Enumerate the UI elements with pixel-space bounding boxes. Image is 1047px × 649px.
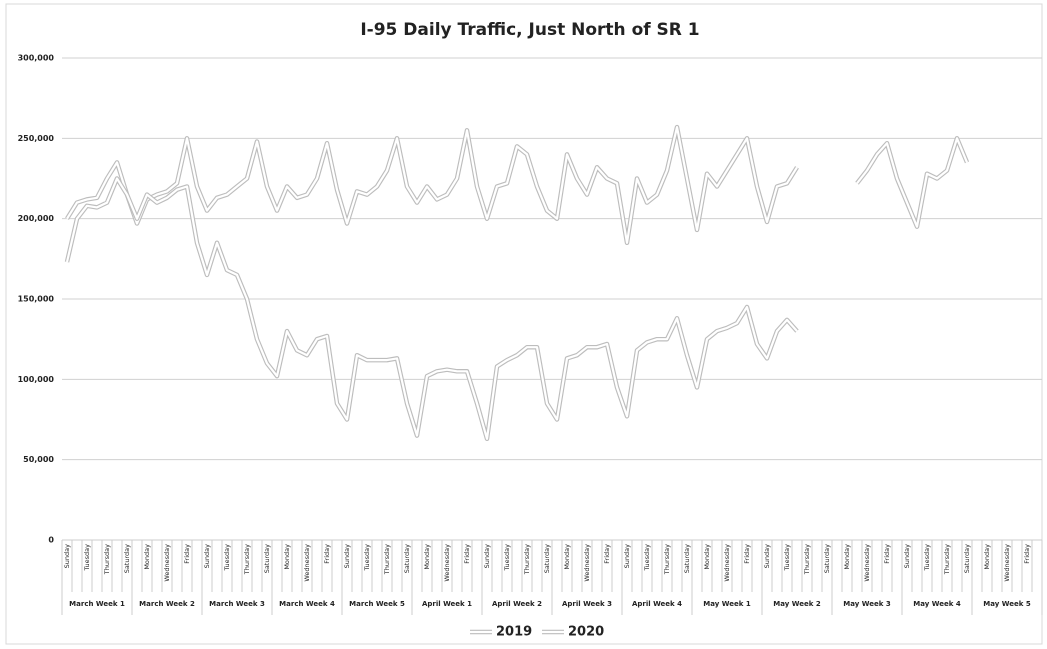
x-tick-label: Monday bbox=[143, 544, 151, 570]
x-tick-label: Saturday bbox=[403, 544, 411, 573]
x-tick-label: Wednesday bbox=[583, 544, 591, 582]
x-tick-label: Wednesday bbox=[863, 544, 871, 582]
x-tick-label: Friday bbox=[883, 544, 891, 564]
x-tick-label: Saturday bbox=[823, 544, 831, 573]
group-label: March Week 3 bbox=[209, 600, 265, 608]
group-label: May Week 2 bbox=[773, 600, 821, 608]
x-tick-label: Friday bbox=[463, 544, 471, 564]
group-label: May Week 5 bbox=[983, 600, 1031, 608]
x-tick-label: Thursday bbox=[243, 544, 251, 575]
x-tick-label: Sunday bbox=[63, 544, 71, 568]
x-tick-label: Tuesday bbox=[503, 544, 511, 572]
group-label: March Week 5 bbox=[349, 600, 405, 608]
x-tick-label: Friday bbox=[743, 544, 751, 564]
chart-title: I-95 Daily Traffic, Just North of SR 1 bbox=[360, 20, 699, 40]
x-tick-label: Friday bbox=[1023, 544, 1031, 564]
x-tick-label: Sunday bbox=[623, 544, 631, 568]
x-tick-label: Sunday bbox=[343, 544, 351, 568]
y-tick-label: 200,000 bbox=[18, 214, 55, 223]
x-tick-label: Saturday bbox=[683, 544, 691, 573]
x-tick-label: Monday bbox=[283, 544, 291, 570]
x-tick-label: Tuesday bbox=[83, 544, 91, 572]
x-tick-label: Friday bbox=[183, 544, 191, 564]
x-tick-label: Saturday bbox=[963, 544, 971, 573]
x-tick-label: Monday bbox=[703, 544, 711, 570]
x-tick-label: Thursday bbox=[103, 544, 111, 575]
x-tick-label: Sunday bbox=[203, 544, 211, 568]
legend-label: 2019 bbox=[496, 625, 532, 640]
x-tick-label: Wednesday bbox=[163, 544, 171, 582]
group-label: May Week 3 bbox=[843, 600, 891, 608]
x-tick-label: Tuesday bbox=[783, 544, 791, 572]
x-tick-label: Wednesday bbox=[1003, 544, 1011, 582]
x-tick-label: Monday bbox=[563, 544, 571, 570]
x-tick-label: Friday bbox=[603, 544, 611, 564]
chart-frame bbox=[5, 3, 1043, 645]
legend-label: 2020 bbox=[568, 625, 604, 640]
x-tick-label: Tuesday bbox=[643, 544, 651, 572]
x-tick-label: Monday bbox=[843, 544, 851, 570]
y-tick-label: 100,000 bbox=[18, 375, 55, 384]
group-label: May Week 4 bbox=[913, 600, 961, 608]
x-tick-label: Sunday bbox=[763, 544, 771, 568]
x-tick-label: Friday bbox=[323, 544, 331, 564]
group-label: March Week 2 bbox=[139, 600, 195, 608]
group-label: April Week 4 bbox=[632, 600, 682, 608]
x-tick-label: Monday bbox=[983, 544, 991, 570]
group-label: April Week 1 bbox=[422, 600, 472, 608]
y-tick-label: 250,000 bbox=[18, 134, 55, 143]
x-tick-label: Monday bbox=[423, 544, 431, 570]
group-label: May Week 1 bbox=[703, 600, 751, 608]
x-tick-label: Tuesday bbox=[223, 544, 231, 572]
series-line bbox=[65, 177, 798, 440]
x-tick-label: Thursday bbox=[663, 544, 671, 575]
x-tick-label: Saturday bbox=[123, 544, 131, 573]
x-tick-label: Wednesday bbox=[443, 544, 451, 582]
x-tick-label: Thursday bbox=[803, 544, 811, 575]
x-tick-label: Sunday bbox=[483, 544, 491, 568]
group-label: March Week 4 bbox=[279, 600, 335, 608]
x-tick-label: Saturday bbox=[263, 544, 271, 573]
x-tick-label: Tuesday bbox=[923, 544, 931, 572]
y-tick-label: 150,000 bbox=[18, 295, 55, 304]
x-tick-label: Thursday bbox=[943, 544, 951, 575]
y-tick-label: 0 bbox=[48, 536, 54, 545]
group-label: March Week 1 bbox=[69, 600, 125, 608]
x-tick-label: Wednesday bbox=[303, 544, 311, 582]
x-tick-label: Thursday bbox=[383, 544, 391, 575]
x-tick-label: Tuesday bbox=[363, 544, 371, 572]
x-tick-label: Saturday bbox=[543, 544, 551, 573]
group-label: April Week 2 bbox=[492, 600, 542, 608]
group-label: April Week 3 bbox=[562, 600, 612, 608]
y-tick-label: 300,000 bbox=[18, 54, 55, 63]
x-tick-label: Wednesday bbox=[723, 544, 731, 582]
x-tick-label: Sunday bbox=[903, 544, 911, 568]
series-line bbox=[66, 126, 969, 244]
y-tick-label: 50,000 bbox=[23, 455, 54, 464]
x-tick-label: Thursday bbox=[523, 544, 531, 575]
